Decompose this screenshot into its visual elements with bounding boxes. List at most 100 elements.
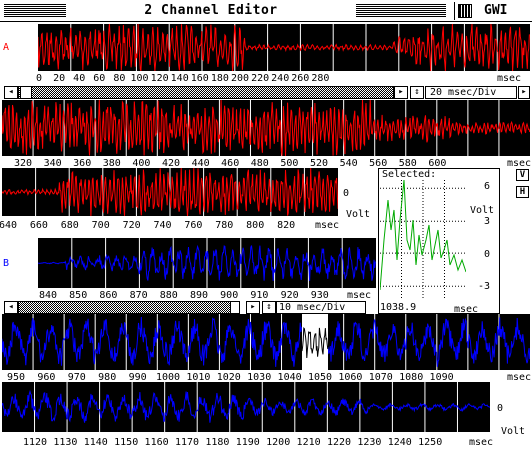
axis-tick-label: 700 [92, 220, 110, 231]
channel-a-scroll-end-arrow[interactable]: ▸ [518, 86, 530, 99]
waveform-trace [38, 244, 376, 281]
axis-tick-label: 100 [130, 73, 148, 84]
channel-a-scroll-left-arrow[interactable]: ◂ [4, 86, 18, 99]
axis-tick-label: 440 [192, 158, 210, 169]
axis-unit-label: msec [315, 220, 339, 231]
channel-a-row2-axis: 320 340 360 380 400 420 440 460 480 500 520 540 560 5… [14, 158, 531, 169]
waveform-trace [38, 24, 530, 71]
channel-b-waveform-row2[interactable] [2, 314, 530, 370]
selected-x-start: 1038.9 [380, 302, 417, 313]
axis-tick-label: 780 [215, 220, 233, 231]
axis-tick-label: 950 [7, 372, 25, 383]
channel-b-waveform-row1[interactable] [38, 238, 376, 288]
axis-tick-label: 1180 [205, 437, 229, 448]
axis-tick-label: 1240 [388, 437, 412, 448]
channel-a-volt-label: Volt [346, 209, 371, 220]
axis-tick-label: 160 [191, 73, 209, 84]
axis-tick-label: 240 [271, 73, 289, 84]
selected-y-tick-3: 3 [484, 216, 491, 227]
axis-tick-label: 660 [30, 220, 48, 231]
axis-tick-label: 1120 [23, 437, 47, 448]
axis-tick-label: 380 [103, 158, 121, 169]
channel-a-scroll-right-arrow[interactable]: ▸ [394, 86, 408, 99]
axis-tick-label: 360 [73, 158, 91, 169]
axis-tick-label: 920 [281, 290, 299, 301]
axis-unit-label: msec [497, 73, 521, 84]
axis-tick-label: 840 [39, 290, 57, 301]
channel-a-waveform-row3[interactable] [2, 168, 338, 216]
axis-tick-label: 1230 [357, 437, 381, 448]
axis-tick-label: 460 [221, 158, 239, 169]
axis-tick-label: 480 [251, 158, 269, 169]
horizontal-zoom-button[interactable]: H [516, 186, 529, 198]
grid-logo-icon [458, 4, 472, 18]
axis-tick-label: 340 [44, 158, 62, 169]
axis-tick-label: 580 [399, 158, 417, 169]
channel-b-scale-select[interactable]: 10 msec/Div [276, 301, 366, 314]
axis-tick-label: 820 [277, 220, 295, 231]
axis-tick-label: 520 [310, 158, 328, 169]
channel-a-scale-select[interactable]: 20 msec/Div [425, 86, 517, 99]
selected-waveform-plot[interactable] [380, 180, 466, 298]
axis-tick-label: 1160 [145, 437, 169, 448]
axis-tick-label: 880 [160, 290, 178, 301]
axis-tick-label: 260 [291, 73, 309, 84]
axis-tick-label: 930 [311, 290, 329, 301]
channel-a-row1-plot [38, 24, 530, 71]
window-title: 2 Channel Editor [66, 2, 356, 20]
channel-b-row2-axis: 950 960 970 980 990 1000 1010 1020 1030 1040 1050 1… [7, 372, 531, 383]
channel-b-row3-plot [2, 382, 490, 432]
channel-b-row1-axis: 840 850 860 870 880 890 900 910 920 930 msec [39, 290, 371, 301]
channel-b-row1-plot [38, 238, 376, 288]
selected-y-tick-neg3: -3 [478, 281, 491, 292]
channel-b-scrollbar[interactable] [18, 301, 240, 314]
channel-b-zero-label: 0 [497, 403, 504, 414]
axis-tick-label: 890 [190, 290, 208, 301]
selected-y-tick-6: 6 [484, 181, 491, 192]
channel-b-scroll-thumb[interactable] [230, 301, 240, 314]
selected-x-unit: msec [454, 304, 479, 315]
channel-b-volt-label: Volt [501, 426, 526, 437]
axis-tick-label: 200 [231, 73, 249, 84]
axis-tick-label: 910 [250, 290, 268, 301]
axis-unit-label: msec [507, 372, 531, 383]
channel-b-scroll-right-arrow[interactable]: ▸ [246, 301, 260, 314]
axis-tick-label: 1040 [278, 372, 302, 383]
channel-a-scale-popup-icon[interactable]: ↕ [410, 86, 424, 99]
channel-a-scroll-thumb[interactable] [20, 86, 32, 99]
channel-b-scroll-left-arrow[interactable]: ◂ [4, 301, 18, 314]
axis-tick-label: 1030 [247, 372, 271, 383]
axis-tick-label: 800 [246, 220, 264, 231]
axis-tick-label: 1250 [418, 437, 442, 448]
channel-b-waveform-row3[interactable] [2, 382, 490, 432]
logo-area [454, 2, 530, 20]
selected-waveform-trace [380, 180, 466, 291]
axis-unit-label: msec [469, 437, 493, 448]
channel-a-row3-plot [2, 168, 338, 216]
selected-volt-label: Volt [470, 205, 495, 216]
axis-tick-label: 860 [99, 290, 117, 301]
axis-tick-label: 990 [129, 372, 147, 383]
channel-a-scrollbar[interactable] [18, 86, 394, 99]
vertical-zoom-button[interactable]: V [516, 169, 529, 181]
axis-tick-label: 900 [220, 290, 238, 301]
selection-trace [301, 326, 329, 359]
axis-tick-label: 960 [37, 372, 55, 383]
axis-tick-label: 1050 [308, 372, 332, 383]
channel-a-waveform-row1[interactable] [38, 24, 530, 71]
channel-b-label: B [3, 258, 10, 269]
axis-tick-label: 280 [311, 73, 329, 84]
channel-a-waveform-row2[interactable] [2, 100, 530, 156]
axis-unit-label: msec [507, 158, 531, 169]
axis-tick-label: 20 [53, 73, 65, 84]
axis-tick-label: 500 [280, 158, 298, 169]
channel-a-row3-axis: 640 660 680 700 720 740 760 780 800 820 msec [0, 220, 339, 231]
channel-b-scale-popup-icon[interactable]: ↕ [262, 301, 276, 314]
axis-tick-label: 1080 [399, 372, 423, 383]
waveform-trace [2, 100, 530, 156]
axis-tick-label: 1010 [186, 372, 210, 383]
axis-tick-label: 220 [251, 73, 269, 84]
axis-tick-label: 120 [151, 73, 169, 84]
axis-tick-label: 640 [0, 220, 17, 231]
axis-tick-label: 1170 [175, 437, 199, 448]
